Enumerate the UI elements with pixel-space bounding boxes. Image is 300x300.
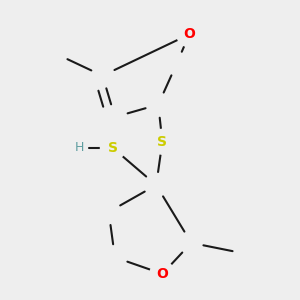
Text: S: S [158,135,167,149]
Circle shape [177,22,202,47]
Text: O: O [156,267,168,281]
Text: S: S [108,141,118,155]
Circle shape [150,262,175,286]
Text: O: O [183,27,195,41]
Circle shape [100,136,125,160]
Text: H: H [75,141,85,154]
Circle shape [150,129,175,154]
